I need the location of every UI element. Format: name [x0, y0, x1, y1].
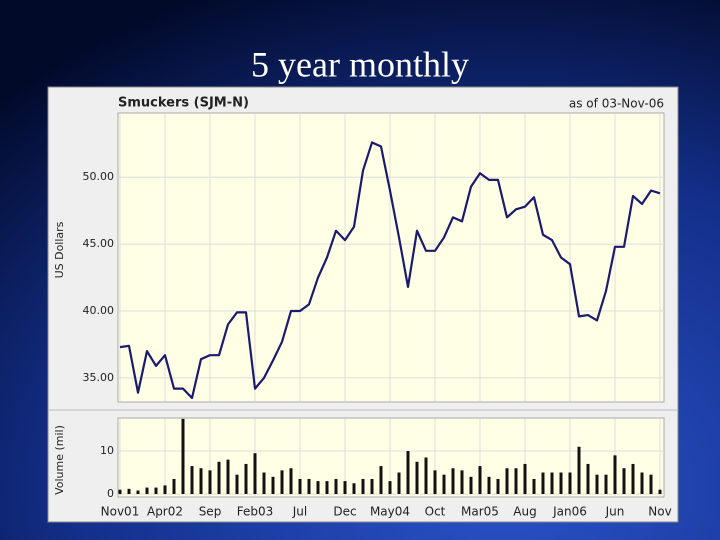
x-tick-label: Oct	[425, 505, 446, 519]
volume-bar	[217, 461, 221, 494]
volume-bar	[325, 481, 329, 494]
x-tick-label: Jan06	[552, 505, 587, 519]
volume-bar	[631, 463, 635, 494]
volume-bar	[622, 468, 626, 494]
slide-title: 5 year monthly	[251, 44, 469, 84]
volume-bar	[289, 468, 293, 494]
volume-bar	[127, 488, 131, 494]
volume-bar	[208, 470, 212, 494]
volume-bar	[658, 489, 662, 494]
volume-bar	[550, 472, 554, 494]
volume-bar	[559, 472, 563, 494]
volume-bar	[469, 476, 473, 494]
volume-bar	[271, 476, 275, 494]
volume-bar	[190, 466, 194, 494]
y-tick-label: 50.00	[83, 170, 115, 183]
volume-bar	[451, 468, 455, 494]
volume-bar	[361, 478, 365, 494]
volume-bar	[163, 485, 167, 494]
volume-bar	[370, 478, 374, 494]
volume-bar	[154, 487, 158, 494]
volume-bar	[199, 468, 203, 494]
volume-bar	[343, 481, 347, 494]
plot-layer: 35.00 40.00 45.00 50.00 0 10 Nov01 Apr02 Sep Feb0…	[83, 114, 672, 519]
x-tick-label: Nov01	[101, 505, 140, 519]
volume-bar	[181, 418, 185, 494]
volume-bar	[532, 478, 536, 494]
volume-bar	[280, 470, 284, 494]
y-axis-label: Volume (mil)	[53, 425, 66, 495]
volume-bar	[514, 468, 518, 494]
volume-bar	[172, 478, 176, 494]
volume-bar	[640, 472, 644, 494]
volume-bar	[496, 478, 500, 494]
volume-bar	[262, 472, 266, 494]
y-tick-label: 35.00	[83, 371, 115, 384]
y-tick-label: 10	[100, 444, 114, 457]
volume-bar	[433, 470, 437, 494]
volume-bar	[505, 468, 509, 494]
x-tick-label: Feb03	[237, 505, 274, 519]
volume-bar	[541, 472, 545, 494]
volume-bar	[487, 476, 491, 494]
volume-bar	[235, 474, 239, 494]
chart-subtitle: as of 03-Nov-06	[569, 97, 664, 111]
volume-bar	[568, 472, 572, 494]
x-tick-label: Sep	[199, 505, 222, 519]
volume-bar	[649, 474, 653, 494]
volume-bar	[118, 489, 122, 494]
y-tick-label: 40.00	[83, 304, 115, 317]
volume-bar	[253, 453, 257, 494]
y-axis-label: US Dollars	[53, 221, 66, 278]
volume-bar	[442, 474, 446, 494]
y-tick-label: 0	[107, 487, 114, 500]
volume-bar	[145, 487, 149, 494]
volume-bar	[226, 459, 230, 494]
volume-bar	[307, 478, 311, 494]
volume-bar	[586, 463, 590, 494]
x-tick-label: Nov	[648, 505, 671, 519]
price-line	[119, 141, 661, 400]
chart-title: Smuckers (SJM-N)	[118, 96, 249, 111]
volume-bar	[298, 478, 302, 494]
volume-bar	[388, 481, 392, 494]
volume-bar	[613, 455, 617, 494]
volume-bar	[334, 478, 338, 494]
volume-bar	[523, 463, 527, 494]
volume-bar	[604, 474, 608, 494]
volume-bar	[406, 451, 410, 494]
x-tick-label: Aug	[513, 505, 536, 519]
price-plot	[117, 112, 665, 403]
volume-bar	[577, 446, 581, 494]
x-tick-label: May04	[370, 505, 410, 519]
volume-bar	[244, 463, 248, 494]
x-tick-label: Jun	[605, 505, 625, 519]
y-tick-label: 45.00	[83, 237, 115, 250]
volume-bar	[316, 481, 320, 494]
x-tick-label: Dec	[333, 505, 356, 519]
volume-bar	[379, 466, 383, 494]
volume-bar	[352, 483, 356, 494]
x-tick-label: Apr02	[147, 505, 183, 519]
volume-bar	[136, 490, 140, 494]
x-tick-label: Mar05	[461, 505, 499, 519]
volume-bar	[415, 461, 419, 494]
volume-bar	[397, 472, 401, 494]
volume-bar	[424, 457, 428, 494]
volume-bar	[478, 466, 482, 494]
x-tick-label: Jul	[292, 505, 307, 519]
volume-bar	[595, 474, 599, 494]
volume-bar	[460, 470, 464, 494]
